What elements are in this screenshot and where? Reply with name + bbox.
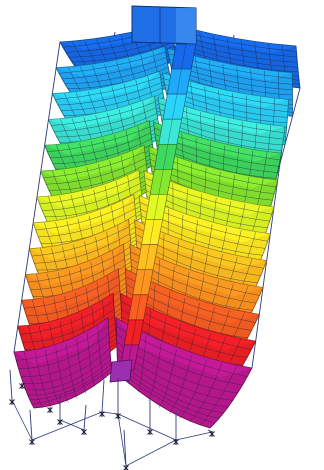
core-segment-edge bbox=[135, 294, 141, 320]
frame-column-front bbox=[123, 429, 127, 467]
frame-beam bbox=[117, 413, 127, 467]
support-node bbox=[173, 439, 179, 445]
core-segment-edge bbox=[172, 94, 178, 120]
frame-beam bbox=[101, 411, 119, 415]
support-node bbox=[123, 465, 129, 470]
core-segment-edge bbox=[181, 43, 187, 70]
support-node bbox=[147, 429, 153, 435]
core-segment-edge bbox=[144, 244, 150, 270]
frame-column-front bbox=[207, 429, 213, 433]
support-node bbox=[99, 411, 105, 417]
support-node bbox=[57, 419, 63, 425]
frame-beam bbox=[117, 413, 177, 441]
frame-beam bbox=[11, 399, 33, 441]
frame-beam bbox=[125, 439, 177, 467]
core-segment-edge bbox=[131, 319, 137, 345]
support-node bbox=[47, 407, 53, 413]
core-segment-edge bbox=[153, 194, 160, 220]
core-segment-edge bbox=[167, 119, 173, 145]
frame-columns-front bbox=[9, 369, 213, 467]
core-base bbox=[109, 359, 133, 383]
floor-slab-left bbox=[13, 317, 113, 409]
central-core bbox=[109, 5, 197, 383]
core-segment-edge bbox=[158, 169, 164, 195]
supports bbox=[9, 383, 215, 470]
support-node bbox=[29, 439, 35, 445]
frame-column-front bbox=[101, 379, 105, 413]
support-node bbox=[209, 431, 215, 437]
frame-column-front bbox=[9, 369, 13, 401]
core-top-face bbox=[176, 8, 196, 44]
support-node bbox=[9, 399, 15, 405]
frame-beam bbox=[59, 419, 85, 431]
floor-slabs bbox=[13, 21, 301, 429]
frame-beam bbox=[31, 411, 103, 441]
frame-column-front bbox=[83, 404, 87, 431]
frame-column-front bbox=[29, 409, 33, 441]
core-segment-edge bbox=[149, 219, 155, 245]
frame-beam bbox=[175, 431, 213, 441]
support-node bbox=[81, 429, 87, 435]
support-node bbox=[115, 413, 121, 419]
core-segment-edge bbox=[176, 69, 182, 95]
support-node bbox=[19, 383, 25, 389]
core-segment-edge bbox=[163, 144, 169, 170]
core-segment-edge bbox=[140, 269, 146, 295]
